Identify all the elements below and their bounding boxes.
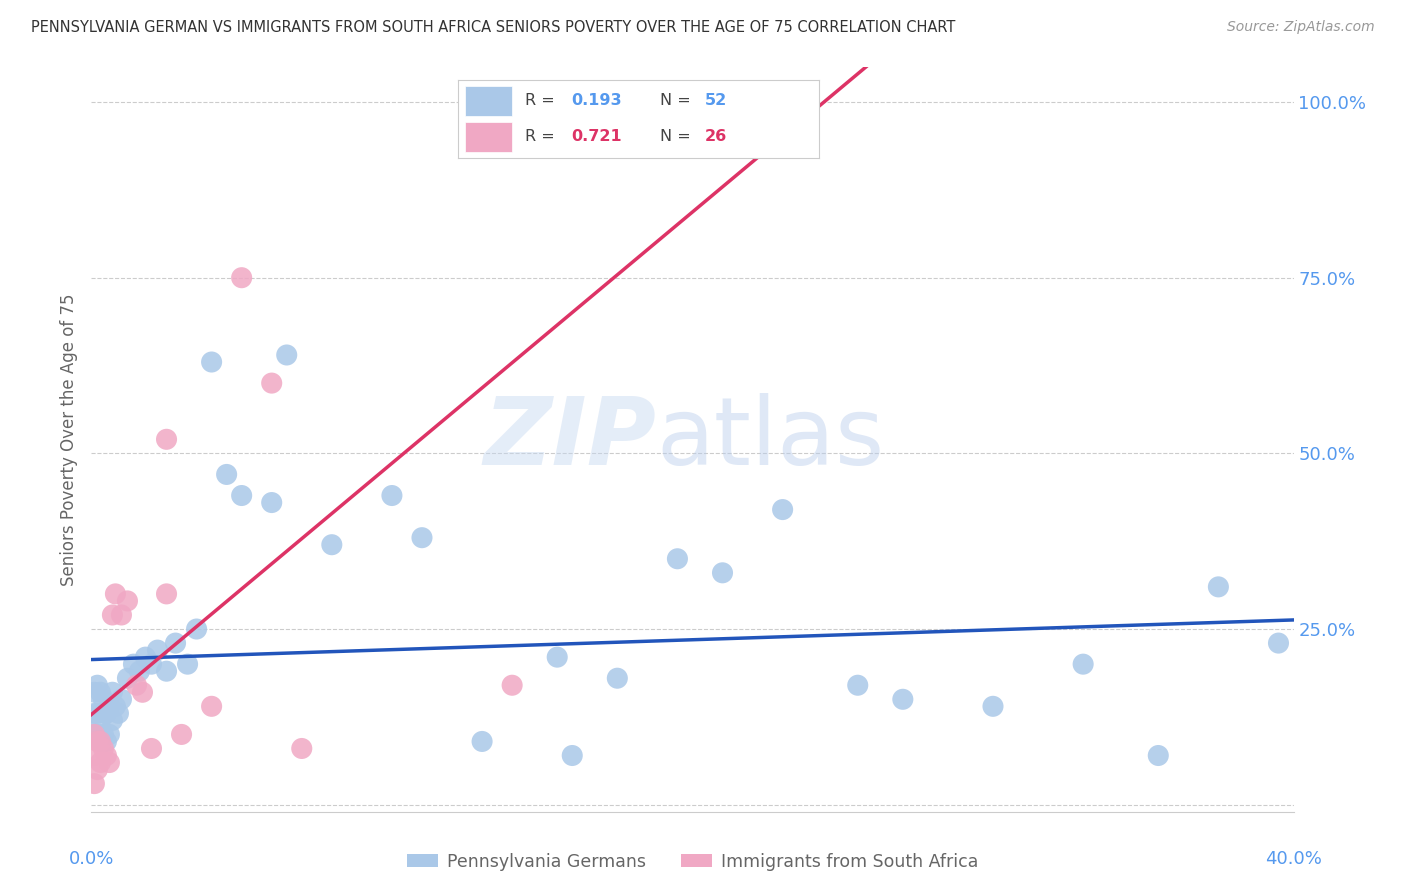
Point <box>666 551 689 566</box>
Point <box>104 587 127 601</box>
Point <box>98 727 121 741</box>
Point <box>711 566 734 580</box>
Point <box>89 734 111 748</box>
Point <box>86 763 108 777</box>
Point <box>117 671 139 685</box>
Text: PENNSYLVANIA GERMAN VS IMMIGRANTS FROM SOUTH AFRICA SENIORS POVERTY OVER THE AGE: PENNSYLVANIA GERMAN VS IMMIGRANTS FROM S… <box>31 20 955 35</box>
Point <box>321 538 343 552</box>
Point <box>93 741 115 756</box>
Point <box>89 685 111 699</box>
Point <box>93 692 115 706</box>
Point <box>981 699 1004 714</box>
Point <box>134 650 156 665</box>
Point <box>101 607 124 622</box>
Point <box>146 643 169 657</box>
Point <box>291 741 314 756</box>
Point <box>165 636 187 650</box>
Text: 40.0%: 40.0% <box>1265 850 1322 869</box>
Text: ZIP: ZIP <box>484 393 657 485</box>
Point <box>260 495 283 509</box>
Point <box>155 433 177 447</box>
Point <box>89 734 111 748</box>
Point <box>110 607 132 622</box>
Point <box>201 355 224 369</box>
Point <box>117 594 139 608</box>
Point <box>86 727 108 741</box>
Y-axis label: Seniors Poverty Over the Age of 75: Seniors Poverty Over the Age of 75 <box>59 293 77 585</box>
Point <box>561 95 583 109</box>
Point <box>546 650 568 665</box>
Point <box>231 270 253 285</box>
Point <box>89 714 111 728</box>
Point <box>104 699 127 714</box>
Point <box>93 727 115 741</box>
Point <box>131 685 153 699</box>
Point <box>260 376 283 390</box>
Point <box>86 678 108 692</box>
Point <box>231 489 253 503</box>
Point <box>86 734 108 748</box>
Point <box>98 756 121 770</box>
Point <box>606 671 628 685</box>
Point <box>96 706 118 721</box>
Point <box>201 699 224 714</box>
Text: 0.0%: 0.0% <box>69 850 114 869</box>
Point <box>83 685 105 699</box>
Point <box>411 531 433 545</box>
Point <box>96 734 118 748</box>
Point <box>141 657 163 672</box>
Point <box>86 706 108 721</box>
Point <box>1147 748 1170 763</box>
Point <box>176 657 198 672</box>
Point <box>170 727 193 741</box>
Point <box>96 748 118 763</box>
Point <box>381 489 404 503</box>
Point <box>141 741 163 756</box>
Point <box>276 348 298 362</box>
Point <box>155 587 177 601</box>
Point <box>83 706 105 721</box>
Point <box>186 622 208 636</box>
Point <box>101 685 124 699</box>
Point <box>561 748 583 763</box>
Point <box>846 678 869 692</box>
Point <box>98 699 121 714</box>
Point <box>215 467 238 482</box>
Text: atlas: atlas <box>657 393 884 485</box>
Point <box>1267 636 1289 650</box>
Point <box>155 664 177 678</box>
Point <box>107 706 129 721</box>
Legend: Pennsylvania Germans, Immigrants from South Africa: Pennsylvania Germans, Immigrants from So… <box>401 846 984 878</box>
Point <box>83 727 105 741</box>
Text: Source: ZipAtlas.com: Source: ZipAtlas.com <box>1227 20 1375 34</box>
Point <box>891 692 914 706</box>
Point <box>89 756 111 770</box>
Point <box>83 748 105 763</box>
Point <box>83 727 105 741</box>
Point <box>101 714 124 728</box>
Point <box>128 664 150 678</box>
Point <box>471 734 494 748</box>
Point <box>125 678 148 692</box>
Point <box>1071 657 1094 672</box>
Point <box>122 657 145 672</box>
Point <box>110 692 132 706</box>
Point <box>772 502 794 516</box>
Point <box>1208 580 1230 594</box>
Point <box>501 678 523 692</box>
Point <box>83 776 105 790</box>
